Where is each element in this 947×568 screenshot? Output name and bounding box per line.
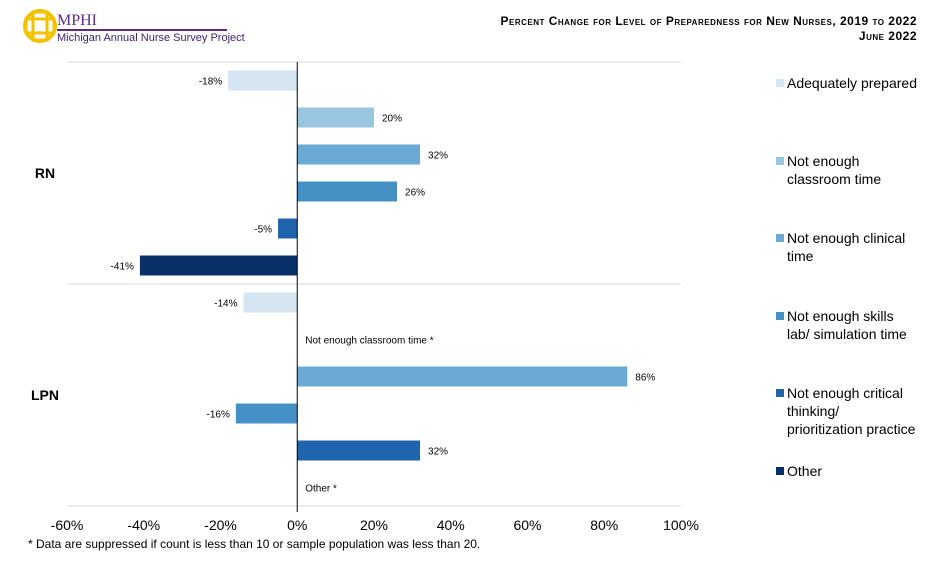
mphi-logo-icon bbox=[23, 9, 57, 43]
footnote: * Data are suppressed if count is less t… bbox=[28, 537, 481, 551]
bar bbox=[297, 440, 421, 461]
x-tick-label: 60% bbox=[513, 517, 541, 533]
data-label: -5% bbox=[254, 225, 272, 236]
x-tick-label: -60% bbox=[51, 517, 84, 533]
legend-swatch bbox=[776, 467, 784, 475]
x-tick-label: 40% bbox=[437, 517, 465, 533]
suppressed-label: Other * bbox=[305, 484, 337, 495]
bar bbox=[297, 181, 398, 202]
chart-date: June 2022 bbox=[858, 29, 917, 43]
legend-swatch bbox=[776, 389, 784, 397]
data-label: -41% bbox=[111, 262, 134, 273]
bar bbox=[297, 144, 421, 165]
bar bbox=[235, 403, 298, 424]
bar bbox=[297, 366, 628, 387]
data-label: 20% bbox=[382, 114, 402, 125]
legend-item: Not enough skills lab/ simulation time bbox=[776, 307, 917, 343]
data-label: 86% bbox=[635, 373, 655, 384]
bar bbox=[243, 292, 298, 313]
data-label: -18% bbox=[199, 77, 222, 88]
suppressed-label: Not enough classroom time * bbox=[305, 336, 434, 347]
legend-swatch bbox=[776, 157, 784, 165]
x-tick-label: 80% bbox=[590, 517, 618, 533]
logo-text: MPHI bbox=[57, 12, 98, 29]
data-label: 26% bbox=[405, 188, 425, 199]
x-tick-label: 0% bbox=[287, 517, 307, 533]
legend-item: Not enough clinical time bbox=[776, 229, 917, 265]
legend-label: Not enough critical thinking/ prioritiza… bbox=[787, 385, 916, 437]
chart-title: Percent Change for Level of Preparedness… bbox=[500, 14, 917, 28]
data-label: -16% bbox=[206, 410, 229, 421]
x-tick-label: -20% bbox=[204, 517, 237, 533]
legend-label: Adequately prepared bbox=[787, 75, 917, 91]
legend-item: Other bbox=[776, 462, 917, 480]
logo-subtitle: Michigan Annual Nurse Survey Project bbox=[57, 32, 245, 44]
data-label: 32% bbox=[428, 151, 448, 162]
legend-label: Not enough skills lab/ simulation time bbox=[787, 308, 907, 342]
bar bbox=[297, 107, 374, 128]
legend-label: Not enough clinical time bbox=[787, 230, 906, 264]
logo-underline bbox=[57, 29, 227, 31]
data-label: -14% bbox=[214, 299, 237, 310]
bar bbox=[228, 70, 298, 91]
legend-item: Adequately prepared bbox=[776, 74, 917, 92]
category-label-rn: RN bbox=[35, 165, 55, 181]
x-tick-label: -40% bbox=[127, 517, 160, 533]
data-label: 32% bbox=[428, 447, 448, 458]
bar bbox=[139, 255, 298, 276]
legend-item: Not enough critical thinking/ prioritiza… bbox=[776, 384, 917, 438]
x-tick-label: 20% bbox=[360, 517, 388, 533]
legend-label: Not enough classroom time bbox=[787, 153, 882, 187]
legend-swatch bbox=[776, 79, 784, 87]
category-label-lpn: LPN bbox=[31, 387, 59, 403]
x-tick-label: 100% bbox=[663, 517, 699, 533]
legend-swatch bbox=[776, 312, 784, 320]
bar bbox=[278, 218, 298, 239]
legend-label: Other bbox=[787, 463, 823, 479]
chart-title-block: Percent Change for Level of Preparedness… bbox=[500, 14, 917, 44]
legend-swatch bbox=[776, 234, 784, 242]
legend-item: Not enough classroom time bbox=[776, 152, 917, 188]
